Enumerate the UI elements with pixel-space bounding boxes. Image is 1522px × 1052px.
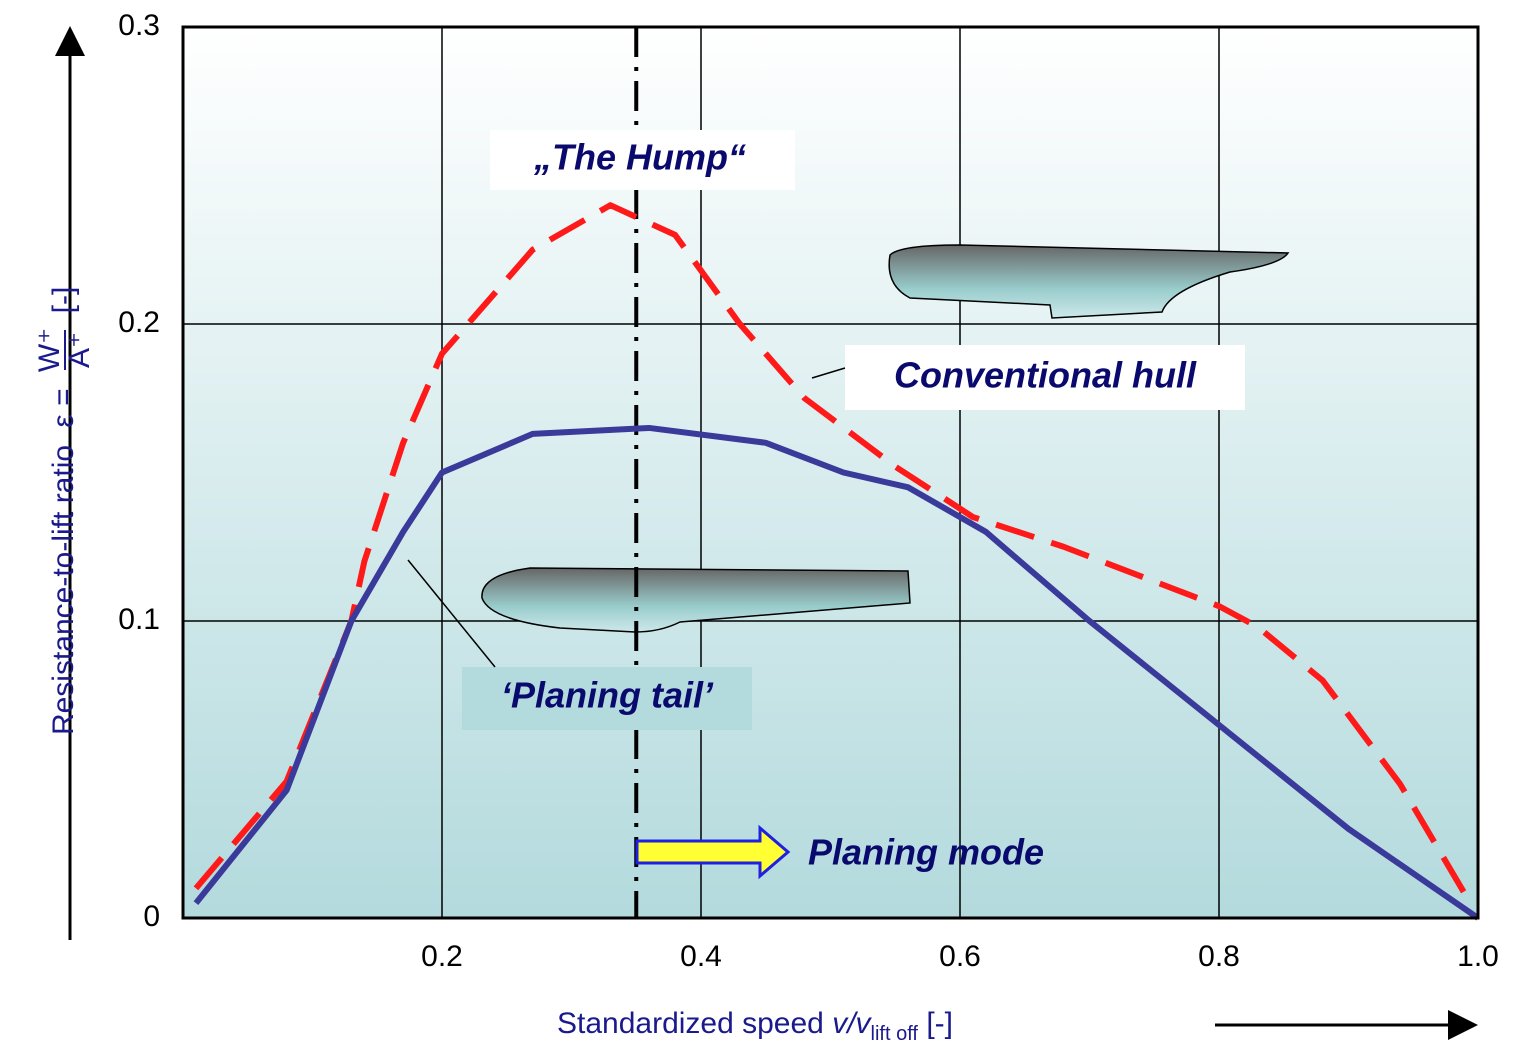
y-tick-label: 0 <box>143 900 160 933</box>
x-label-part: v/v <box>832 1007 872 1040</box>
y-tick-label: 0.3 <box>118 9 160 42</box>
x-tick-label: 0.4 <box>680 940 722 973</box>
y-label-part: W⁺ <box>33 328 66 372</box>
y-tick-label: 0.1 <box>118 603 160 636</box>
annotation: Planing mode <box>808 832 1044 873</box>
chart: „The Hump“ Conventional hull ‘Planing ta… <box>0 0 1522 1052</box>
page: „The Hump“ Conventional hull ‘Planing ta… <box>0 0 1522 1052</box>
y-label-part: Resistance-to-lift ratio <box>47 445 80 735</box>
x-tick-label: 0.2 <box>421 940 463 973</box>
annotation: Conventional hull <box>894 355 1197 396</box>
y-label-part: ε = <box>47 388 80 427</box>
annotation: „The Hump“ <box>533 137 746 178</box>
annotation: ‘Planing tail’ <box>501 675 714 716</box>
y-label-part: [-] <box>47 287 80 314</box>
x-tick-label: 0.8 <box>1198 940 1240 973</box>
x-label-part: [-] <box>918 1007 953 1040</box>
x-label-part: lift off <box>871 1023 919 1045</box>
x-axis-label: Standardized speed v/vlift off [-] <box>557 1007 953 1045</box>
y-axis-label: Resistance-to-lift ratio ε = W⁺ A⁺ [-] <box>33 287 96 735</box>
x-label-part: Standardized speed <box>557 1007 832 1040</box>
y-label-part: A⁺ <box>63 332 96 368</box>
x-tick-label: 0.6 <box>939 940 981 973</box>
y-tick-label: 0.2 <box>118 306 160 339</box>
x-tick-label: 1.0 <box>1457 940 1499 973</box>
plot-area <box>183 27 1478 918</box>
